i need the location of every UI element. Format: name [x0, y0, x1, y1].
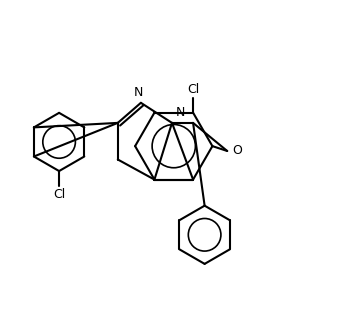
Text: N: N: [134, 86, 143, 99]
Text: Cl: Cl: [53, 188, 65, 201]
Text: Cl: Cl: [187, 83, 199, 95]
Text: O: O: [232, 144, 242, 158]
Text: N: N: [176, 106, 185, 119]
